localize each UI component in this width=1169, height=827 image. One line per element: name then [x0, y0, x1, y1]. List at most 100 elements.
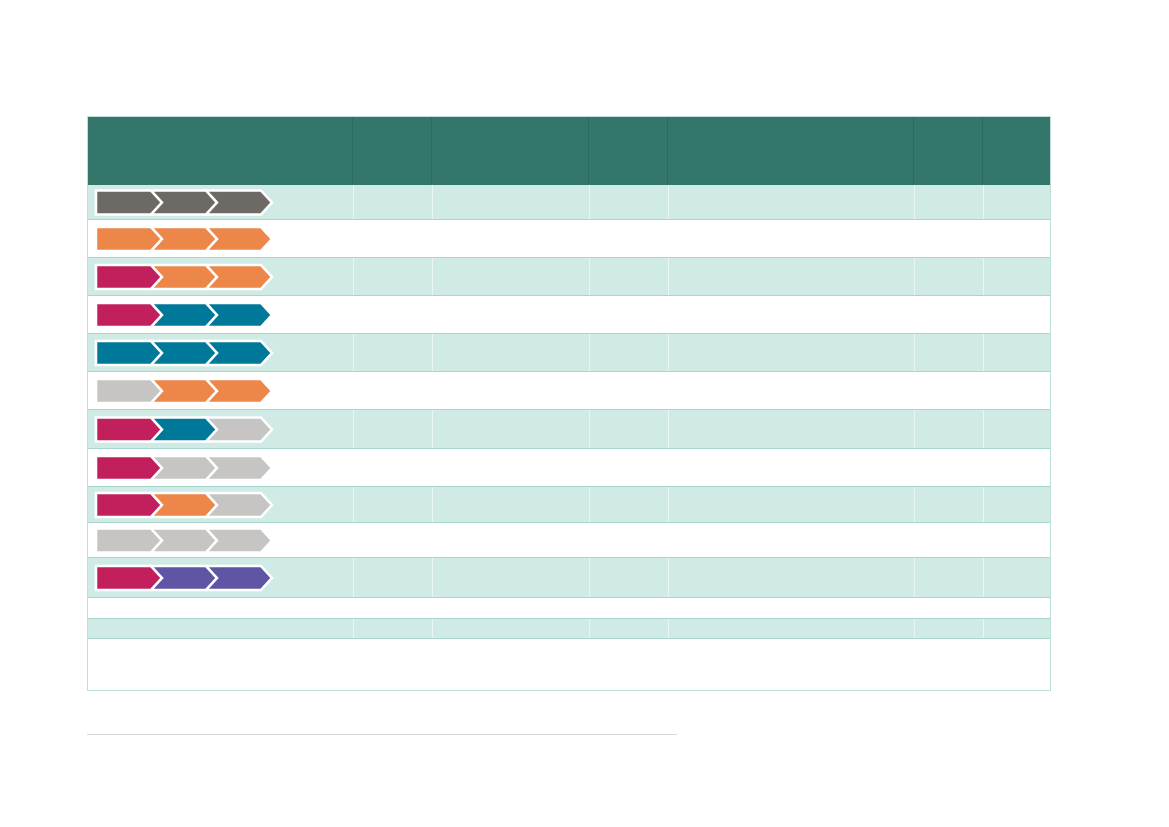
chevron-1-magenta	[94, 491, 164, 519]
column-divider	[353, 487, 354, 522]
column-divider	[589, 334, 590, 371]
chevron-3-purple	[203, 564, 274, 592]
chevron-rating	[94, 416, 274, 443]
footnote-divider	[87, 734, 677, 735]
column-divider	[914, 523, 915, 557]
column-divider	[353, 449, 354, 486]
table-row	[88, 185, 1050, 220]
table-row	[88, 296, 1050, 334]
comparison-table	[87, 116, 1051, 691]
chevron-3-grey_light	[203, 527, 274, 554]
column-divider	[983, 619, 984, 638]
column-divider	[353, 372, 354, 409]
column-divider	[353, 558, 354, 597]
header-cell-4	[589, 117, 668, 185]
chevron-1-grey_light	[94, 527, 164, 554]
column-divider	[589, 558, 590, 597]
column-divider	[668, 296, 669, 333]
column-divider	[983, 449, 984, 486]
column-divider	[914, 449, 915, 486]
column-divider	[432, 487, 433, 522]
column-divider	[432, 523, 433, 557]
column-divider	[589, 410, 590, 448]
chevron-2-grey_light	[148, 527, 219, 554]
chevron-2-purple	[148, 564, 219, 592]
chevron-3-grey_light	[203, 491, 274, 519]
column-divider	[914, 487, 915, 522]
column-divider	[668, 639, 669, 690]
column-divider	[914, 220, 915, 257]
chevron-2-orange	[148, 263, 219, 291]
table-row	[88, 220, 1050, 258]
chevron-rating	[94, 527, 274, 554]
chevron-1-orange	[94, 225, 164, 253]
chevron-2-grey_dark	[148, 189, 219, 216]
column-divider	[983, 523, 984, 557]
chevron-1-magenta	[94, 416, 164, 443]
column-divider	[589, 449, 590, 486]
header-cell-1	[88, 117, 353, 185]
chevron-2-teal	[148, 416, 219, 443]
chevron-3-teal	[203, 301, 274, 329]
table-row	[88, 372, 1050, 410]
column-divider	[668, 449, 669, 486]
column-divider	[914, 258, 915, 295]
chevron-3-grey_dark	[203, 189, 274, 216]
column-divider	[353, 598, 354, 618]
table-row	[88, 410, 1050, 449]
chevron-1-teal	[94, 339, 164, 367]
column-divider	[668, 487, 669, 522]
column-divider	[668, 619, 669, 638]
table-row	[88, 487, 1050, 523]
chevron-3-grey_light	[203, 416, 274, 443]
column-divider	[914, 619, 915, 638]
chevron-rating	[94, 454, 274, 482]
column-divider	[668, 558, 669, 597]
chevron-3-orange	[203, 377, 274, 405]
column-divider	[589, 598, 590, 618]
chevron-1-magenta	[94, 564, 164, 592]
column-divider	[353, 639, 354, 690]
chevron-3-teal	[203, 339, 274, 367]
chevron-3-orange	[203, 225, 274, 253]
column-divider	[353, 619, 354, 638]
chevron-rating	[94, 564, 274, 592]
chevron-1-grey_light	[94, 377, 164, 405]
header-cell-2	[353, 117, 432, 185]
chevron-1-magenta	[94, 454, 164, 482]
chevron-2-orange	[148, 225, 219, 253]
chevron-rating	[94, 377, 274, 405]
table-row	[88, 449, 1050, 487]
column-divider	[589, 185, 590, 219]
column-divider	[914, 185, 915, 219]
chevron-2-grey_light	[148, 454, 219, 482]
column-divider	[432, 639, 433, 690]
table-row	[88, 598, 1050, 619]
column-divider	[589, 523, 590, 557]
column-divider	[914, 558, 915, 597]
table-row	[88, 523, 1050, 558]
chevron-rating	[94, 189, 274, 216]
column-divider	[914, 334, 915, 371]
chevron-3-grey_light	[203, 454, 274, 482]
column-divider	[668, 523, 669, 557]
column-divider	[353, 296, 354, 333]
table-header	[88, 117, 1050, 185]
column-divider	[589, 619, 590, 638]
chevron-1-magenta	[94, 263, 164, 291]
column-divider	[668, 334, 669, 371]
chevron-rating	[94, 339, 274, 367]
chevron-rating	[94, 225, 274, 253]
column-divider	[668, 185, 669, 219]
column-divider	[353, 258, 354, 295]
column-divider	[353, 334, 354, 371]
column-divider	[432, 598, 433, 618]
header-cell-5	[668, 117, 914, 185]
chevron-2-teal	[148, 301, 219, 329]
column-divider	[983, 558, 984, 597]
chevron-2-orange	[148, 377, 219, 405]
chevron-1-grey_dark	[94, 189, 164, 216]
column-divider	[983, 372, 984, 409]
column-divider	[589, 487, 590, 522]
column-divider	[589, 258, 590, 295]
